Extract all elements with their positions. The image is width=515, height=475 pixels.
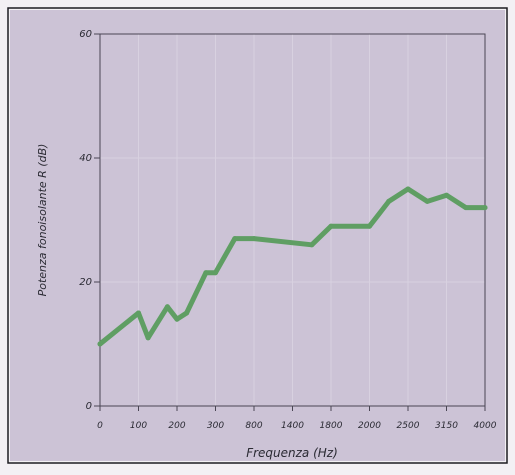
y-tick-label: 40 (79, 153, 92, 164)
y-tick-label: 20 (79, 277, 92, 288)
data-point (213, 270, 218, 276)
x-tick-label: 0 (97, 421, 103, 431)
data-point (424, 198, 430, 204)
x-tick-label: 2000 (358, 421, 381, 431)
data-point (145, 335, 151, 341)
data-point (184, 310, 190, 316)
data-point (309, 242, 315, 248)
x-tick-label: 300 (207, 421, 224, 431)
y-axis-label: Potenza fonoisolante R (dB) (36, 144, 49, 297)
y-tick-label: 60 (79, 29, 92, 40)
data-point (136, 310, 141, 316)
grid (100, 34, 485, 406)
data-point (232, 236, 238, 242)
data-point (444, 192, 449, 198)
figure-panel (10, 10, 505, 461)
y-tick-label: 0 (86, 401, 92, 412)
x-tick-label: 1800 (320, 421, 343, 431)
data-point (482, 205, 488, 211)
data-point (203, 270, 209, 276)
x-tick-label: 100 (130, 421, 147, 431)
data-point (328, 223, 334, 229)
data-point (174, 316, 180, 322)
x-tick-label: 4000 (474, 421, 497, 431)
data-point (386, 198, 392, 204)
data-point (164, 304, 170, 310)
figure-border (7, 7, 508, 464)
x-tick-label: 3150 (435, 421, 458, 431)
data-point (97, 341, 103, 347)
x-axis: 0 100 200 300 800 1400 1800 2000 2500 3150 4000 (97, 406, 497, 431)
x-axis-label: Frequenza (Hz) (246, 446, 338, 460)
data-point (405, 186, 411, 192)
data-point (463, 205, 469, 211)
data-point (367, 223, 372, 229)
y-axis: 0 20 40 60 (79, 29, 100, 412)
x-tick-label: 1400 (281, 421, 304, 431)
series-layer (97, 186, 488, 347)
data-point (251, 236, 257, 242)
x-tick-label: 200 (168, 421, 185, 431)
x-tick-label: 800 (245, 421, 262, 431)
x-tick-label: 2500 (397, 421, 420, 431)
